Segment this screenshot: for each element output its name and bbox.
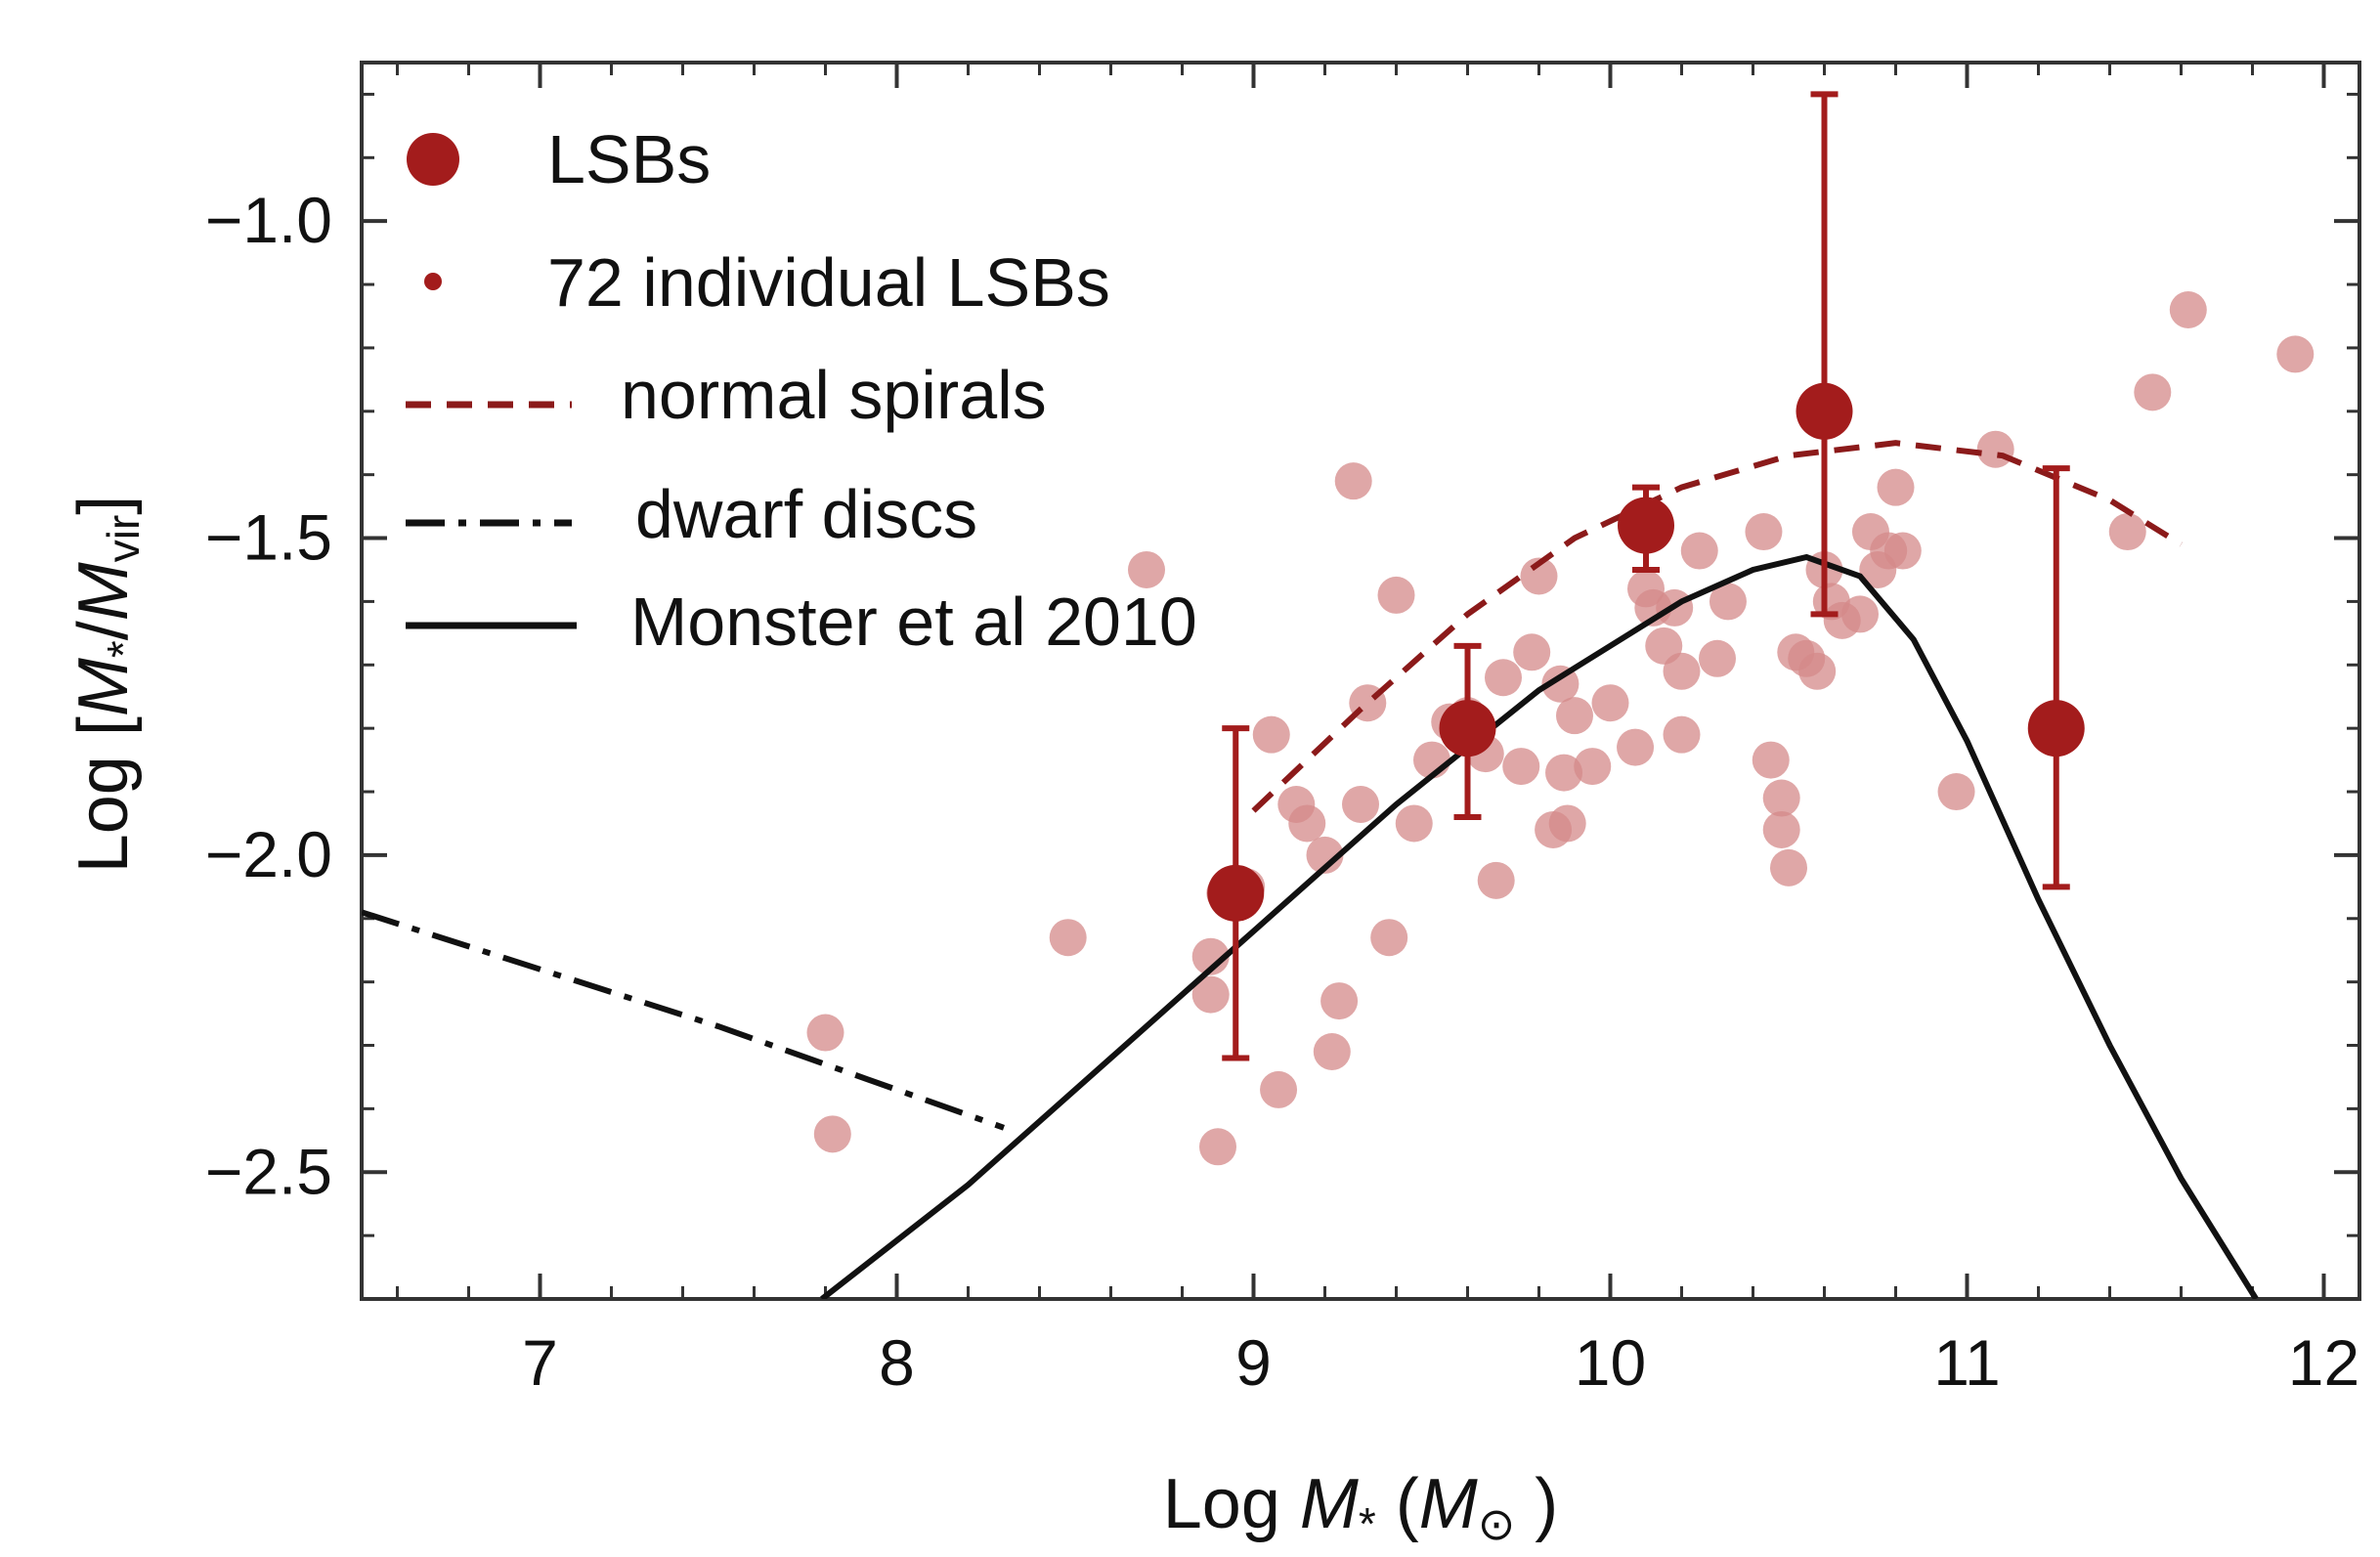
individual-lsb-point bbox=[1342, 786, 1379, 823]
individual-lsb-point bbox=[1049, 919, 1087, 957]
individual-lsb-point bbox=[1288, 804, 1326, 843]
individual-lsb-point bbox=[1709, 583, 1747, 621]
individual-lsb-point bbox=[1752, 741, 1790, 779]
legend-label-lsbs: LSBs bbox=[547, 121, 711, 197]
individual-lsb-point bbox=[2276, 335, 2315, 373]
individual-lsb-point bbox=[2108, 513, 2146, 551]
y-axis-label: Log [M*/Mvir] bbox=[65, 496, 149, 874]
individual-lsb-point bbox=[1591, 684, 1629, 722]
x-axis-label: Log M* (M⊙ ) bbox=[1163, 1465, 1559, 1549]
individual-lsb-point bbox=[1745, 513, 1783, 551]
individual-lsb-point bbox=[1545, 754, 1583, 792]
y-tick-label: −1.0 bbox=[205, 184, 332, 256]
individual-lsb-point bbox=[1395, 804, 1433, 843]
x-tick-label: 9 bbox=[1235, 1326, 1272, 1399]
individual-lsb-point bbox=[1663, 652, 1701, 690]
individual-lsb-point bbox=[1191, 975, 1230, 1014]
individual-lsb-point bbox=[1191, 937, 1230, 975]
legend-label-spirals: normal spirals bbox=[621, 357, 1047, 433]
individual-lsb-point bbox=[2134, 373, 2172, 411]
individual-lsb-point bbox=[1320, 982, 1359, 1020]
individual-lsb-point bbox=[1502, 748, 1540, 786]
x-tick-label: 10 bbox=[1575, 1326, 1646, 1399]
individual-lsb-point bbox=[1477, 861, 1515, 899]
legend-marker-lsbs bbox=[407, 133, 459, 186]
individual-lsb-point bbox=[1699, 639, 1736, 677]
axis-ticks bbox=[362, 63, 2359, 1301]
individual-lsb-point bbox=[1556, 697, 1593, 735]
individual-lsb-point bbox=[1513, 633, 1551, 671]
y-tick-label: −2.0 bbox=[205, 818, 332, 890]
binned-lsbs bbox=[1207, 91, 2085, 1061]
lsb-binned-point bbox=[1618, 497, 1674, 554]
individual-lsb-point bbox=[1128, 550, 1165, 588]
x-tick-label: 7 bbox=[522, 1326, 558, 1399]
individual-lsb-point bbox=[1976, 430, 2014, 468]
individual-lsb-point bbox=[2169, 291, 2207, 328]
individual-lsb-point bbox=[1313, 1033, 1351, 1070]
x-tick-label: 8 bbox=[879, 1326, 915, 1399]
x-tick-label: 12 bbox=[2288, 1326, 2359, 1399]
individual-lsb-point bbox=[1485, 659, 1522, 697]
individual-lsb-point bbox=[1252, 715, 1290, 754]
individual-lsb-point bbox=[1260, 1070, 1298, 1108]
x-tick-label: 11 bbox=[1933, 1326, 2001, 1399]
monster-2010-line bbox=[820, 553, 2259, 1299]
axis-tick-labels: 7 8 9 10 11 12 −2.5 −2.0 −1.5 −1.0 bbox=[205, 184, 2360, 1399]
legend-label-individual: 72 individual LSBs bbox=[547, 244, 1110, 321]
individual-lsb-point bbox=[1770, 848, 1807, 887]
individual-lsb-point bbox=[1370, 919, 1408, 957]
dwarf-discs-line bbox=[362, 909, 1006, 1131]
individual-lsb-point bbox=[1574, 748, 1612, 786]
individual-lsb-point bbox=[813, 1115, 851, 1153]
individual-lsb-point bbox=[1762, 779, 1800, 817]
individual-lsb-point bbox=[1520, 557, 1558, 595]
individual-lsb-point bbox=[1334, 462, 1372, 500]
y-tick-label: −2.5 bbox=[205, 1135, 332, 1207]
plot-frame bbox=[360, 61, 2361, 1301]
legend-label-monster: Monster et al 2010 bbox=[630, 584, 1197, 660]
individual-lsb-point bbox=[1798, 652, 1837, 690]
lsb-binned-point bbox=[1439, 700, 1496, 757]
individual-lsb-point bbox=[1548, 804, 1586, 843]
individual-lsb-point bbox=[1617, 728, 1655, 766]
lsb-binned-point bbox=[1207, 864, 1265, 922]
individual-lsbs bbox=[806, 291, 2315, 1166]
legend: LSBs 72 individual LSBs normal spirals d… bbox=[406, 121, 1197, 660]
individual-lsb-point bbox=[806, 1014, 844, 1052]
individual-lsb-point bbox=[1877, 468, 1915, 506]
legend-marker-individual bbox=[424, 273, 442, 290]
individual-lsb-point bbox=[1306, 836, 1344, 874]
individual-lsb-point bbox=[1762, 810, 1800, 848]
y-tick-label: −1.5 bbox=[205, 501, 332, 574]
lsb-binned-point bbox=[1796, 382, 1853, 440]
individual-lsb-point bbox=[1937, 773, 1975, 811]
individual-lsb-point bbox=[1680, 532, 1718, 570]
individual-lsb-point bbox=[1199, 1128, 1236, 1166]
individual-lsb-point bbox=[1663, 715, 1701, 754]
lsb-binned-point bbox=[2027, 700, 2085, 757]
individual-lsb-point bbox=[1541, 665, 1579, 703]
legend-label-dwarf: dwarf discs bbox=[635, 476, 977, 552]
individual-lsb-point bbox=[1841, 595, 1879, 633]
individual-lsb-point bbox=[1377, 576, 1415, 614]
individual-lsb-point bbox=[1883, 532, 1922, 570]
